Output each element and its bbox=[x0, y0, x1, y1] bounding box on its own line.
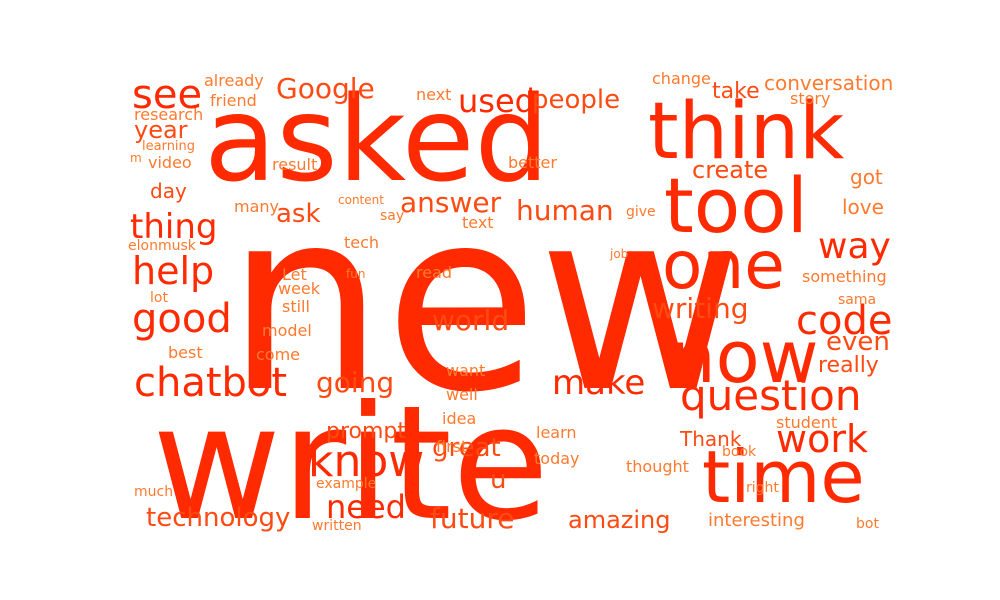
word-people: people bbox=[532, 85, 620, 115]
word-world: world bbox=[432, 304, 509, 337]
word-good: good bbox=[132, 296, 232, 342]
word-work: work bbox=[776, 417, 868, 461]
word-asked: asked bbox=[204, 70, 549, 208]
word-great: great bbox=[432, 433, 501, 463]
word-writing: writing bbox=[652, 292, 748, 325]
word-much: much bbox=[134, 484, 173, 500]
word-really: really bbox=[818, 353, 879, 378]
word-m: m bbox=[130, 151, 142, 165]
word-one: one bbox=[662, 227, 785, 304]
word-now: now bbox=[670, 315, 819, 399]
word-time: time bbox=[702, 435, 865, 519]
word-idea: idea bbox=[442, 409, 476, 428]
word-think: think bbox=[648, 87, 844, 177]
word-still: still bbox=[282, 297, 310, 316]
word-future: future bbox=[430, 502, 514, 535]
word-tech: tech bbox=[344, 233, 379, 252]
word-question: question bbox=[680, 371, 861, 420]
word-thank: Thank bbox=[679, 427, 742, 451]
word-come: come bbox=[256, 345, 300, 364]
word-human: human bbox=[516, 194, 614, 227]
word-learn: learn bbox=[536, 423, 577, 442]
word-right: right bbox=[746, 480, 779, 496]
word-elonmusk: elonmusk bbox=[128, 238, 197, 254]
word-say: say bbox=[380, 208, 404, 224]
word-today: today bbox=[534, 449, 580, 468]
word-way: way bbox=[818, 226, 891, 267]
word-student: student bbox=[776, 413, 837, 432]
word-better: better bbox=[508, 153, 557, 172]
word-interesting: interesting bbox=[708, 510, 805, 531]
word-write: write bbox=[152, 372, 549, 556]
word-week: week bbox=[278, 279, 321, 298]
word-many: many bbox=[234, 197, 279, 216]
word-result: result bbox=[272, 155, 317, 174]
word-prompt: prompt bbox=[326, 419, 406, 444]
word-new: new bbox=[226, 156, 743, 447]
word-year: year bbox=[134, 116, 188, 144]
word-going: going bbox=[316, 366, 394, 399]
word-code: code bbox=[796, 298, 892, 344]
word-give: give bbox=[626, 204, 656, 220]
word-bot: bot bbox=[856, 516, 879, 532]
word-technology: technology bbox=[146, 503, 290, 533]
word-let: Let bbox=[282, 265, 307, 284]
word-text: text bbox=[462, 213, 494, 232]
word-make: make bbox=[552, 363, 645, 403]
word-learning: learning bbox=[142, 139, 195, 154]
word-already: already bbox=[204, 71, 264, 90]
word-chatbot: chatbot bbox=[134, 360, 287, 406]
word-lot: lot bbox=[150, 290, 168, 306]
word-amazing: amazing bbox=[568, 506, 671, 534]
word-day: day bbox=[150, 179, 187, 203]
word-create: create bbox=[692, 156, 768, 184]
word-take: take bbox=[712, 79, 760, 104]
word-story: story bbox=[790, 89, 830, 108]
word-u: u bbox=[490, 465, 506, 495]
word-google: Google bbox=[276, 72, 375, 105]
word-ask: ask bbox=[276, 199, 321, 229]
word-friend: friend bbox=[210, 91, 257, 110]
word-tool: tool bbox=[664, 161, 808, 250]
word-job: job bbox=[609, 247, 628, 261]
word-model: model bbox=[262, 321, 312, 340]
word-got: got bbox=[850, 165, 883, 189]
word-used: used bbox=[458, 82, 535, 120]
word-example: example bbox=[316, 476, 376, 492]
word-even: even bbox=[826, 327, 890, 357]
word-know: know bbox=[308, 436, 424, 487]
word-change: change bbox=[652, 69, 711, 88]
word-help: help bbox=[132, 249, 214, 293]
word-thing: thing bbox=[130, 207, 217, 247]
word-answer: answer bbox=[400, 186, 502, 219]
word-see: see bbox=[132, 72, 202, 118]
word-well: well bbox=[446, 385, 478, 404]
word-video: video bbox=[148, 153, 192, 172]
word-research: research bbox=[134, 105, 203, 124]
word-best: best bbox=[168, 343, 203, 362]
word-thought: thought bbox=[626, 457, 689, 476]
word-fun: fun bbox=[346, 267, 365, 281]
word-love: love bbox=[842, 195, 884, 219]
word-conversation: conversation bbox=[764, 71, 893, 95]
word-something: something bbox=[802, 267, 887, 286]
word-content: content bbox=[338, 193, 384, 207]
word-need: need bbox=[326, 488, 406, 526]
word-want: want bbox=[446, 361, 485, 380]
word-sama: sama bbox=[838, 292, 876, 308]
word-next: next bbox=[416, 85, 451, 104]
word-written: written bbox=[312, 518, 362, 534]
word-book: book bbox=[722, 444, 757, 460]
word-first: first bbox=[436, 437, 467, 456]
word-read: read bbox=[416, 263, 452, 282]
